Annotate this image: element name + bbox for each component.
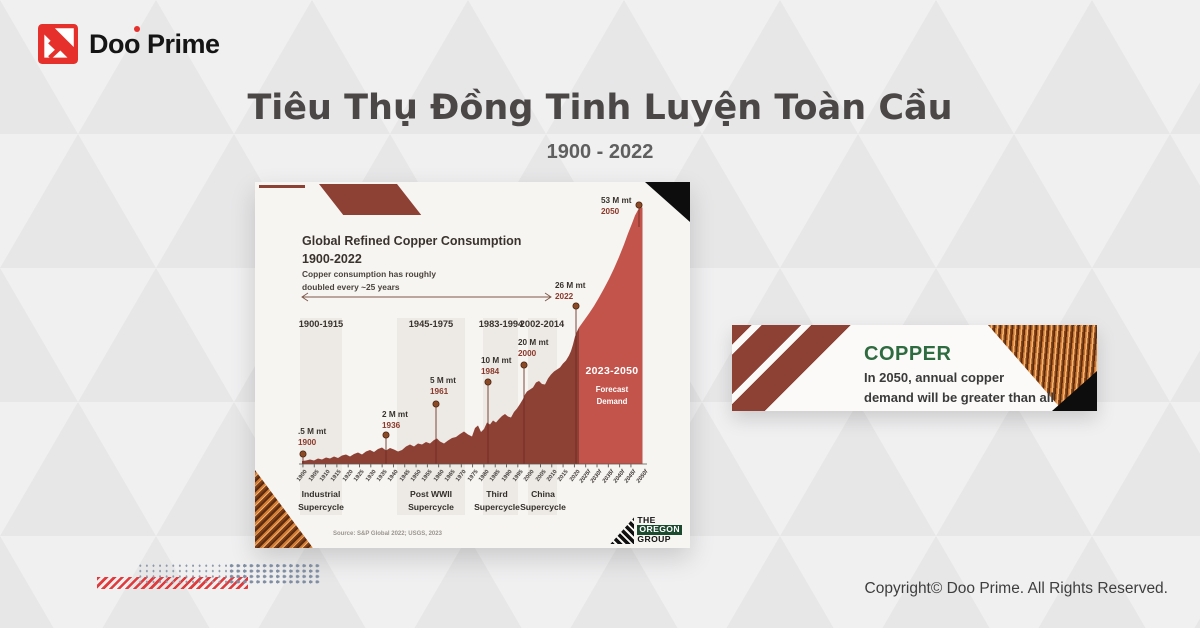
maroon-strip-decoration (259, 185, 305, 188)
chart-note-line1: Copper consumption has roughly (302, 269, 437, 279)
annotation-value: 5 M mt (430, 376, 456, 385)
copper-area-plot (299, 201, 647, 515)
annotation-value: 20 M mt (518, 338, 549, 347)
period-label: 1900-1915 (298, 319, 344, 329)
chart-title-line1: Global Refined Copper Consumption (302, 234, 522, 248)
doo-prime-logo: Doo Prime (38, 24, 220, 64)
data-annotation: 53 M mt 2050 (601, 196, 631, 217)
doubling-arrow (301, 292, 552, 302)
annotation-value: 53 M mt (601, 196, 632, 205)
historical-area (302, 327, 579, 464)
supercycle-label: Post WWII Supercycle (408, 489, 454, 512)
dot-grid-decoration (137, 563, 320, 585)
copyright-text: Copyright© Doo Prime. All Rights Reserve… (864, 580, 1168, 597)
copper-banner: COPPER In 2050, annual copper demand wil… (732, 325, 1097, 411)
forecast-area (579, 207, 643, 464)
oregon-group-wordmark: THE OREGON GROUP (637, 515, 682, 544)
period-label: 1983-1994 (478, 319, 524, 329)
forecast-label: 2023-2050 Forecast Demand (577, 365, 647, 408)
forecast-range: 2023-2050 (585, 365, 639, 377)
data-annotation: .5 M mt 1900 (298, 427, 326, 448)
oregon-group-logo-icon (610, 517, 635, 544)
annotation-year: 2022 (555, 291, 574, 301)
chart-note: Copper consumption has roughly doubled e… (302, 268, 436, 294)
supercycle-label: Industrial Supercycle (298, 489, 344, 512)
data-annotation: 20 M mt 2000 (518, 338, 548, 359)
annotation-year: 2050 (601, 206, 620, 216)
annotation-year: 2000 (518, 348, 537, 358)
supercycle-label: Third Supercycle (474, 489, 520, 512)
banner-line1: In 2050, annual copper (864, 370, 1005, 385)
chart-source: Source: S&P Global 2022; USGS, 2023 (333, 531, 442, 537)
annotation-value: .5 M mt (298, 427, 327, 436)
page-subtitle: 1900 - 2022 (546, 141, 654, 163)
page-title: Tiêu Thụ Đồng Tinh Luyện Toàn Cầu (247, 88, 953, 128)
maroon-stripes-decoration (732, 325, 942, 411)
oregon-group-logo: THE OREGON GROUP (610, 515, 682, 544)
chart-title: Global Refined Copper Consumption 1900-2… (302, 232, 521, 268)
forecast-demand-text: Forecast Demand (577, 384, 647, 408)
chart-note-line2: doubled every ~25 years (302, 282, 400, 293)
copper-consumption-chart: Global Refined Copper Consumption 1900-2… (255, 182, 690, 548)
annotation-dots (299, 201, 643, 458)
brand-name: Doo Prime (89, 28, 220, 59)
chart-title-line2: 1900-2022 (302, 252, 362, 267)
annotation-value: 10 M mt (481, 356, 512, 365)
annotation-year: 1984 (481, 366, 500, 376)
brand-i-dot (134, 26, 140, 32)
data-annotation: 26 M mt 2022 (555, 281, 585, 302)
annotation-pins (302, 206, 640, 464)
annotation-year: 1936 (382, 420, 401, 430)
annotation-year: 1900 (298, 437, 317, 447)
period-label: 1945-1975 (408, 319, 454, 329)
data-annotation: 10 M mt 1984 (481, 356, 511, 377)
doo-prime-logo-icon (38, 24, 78, 64)
supercycle-label: China Supercycle (520, 489, 566, 512)
data-annotation: 5 M mt 1961 (430, 376, 456, 397)
banner-heading: COPPER (864, 343, 952, 365)
annotation-value: 2 M mt (382, 410, 408, 419)
forecast-line2: Demand (596, 397, 628, 407)
annotation-value: 26 M mt (555, 281, 586, 290)
x-axis-labels: 1900 1905 1910 1915 1920 1925 1930 1935 1940 1945… (296, 469, 650, 485)
period-label: 2002-2014 (519, 319, 565, 329)
forecast-line1: Forecast (595, 385, 629, 394)
banner-line3: copper consumed from 1900 - 2022 (864, 407, 1081, 411)
data-annotation: 2 M mt 1936 (382, 410, 408, 431)
banner-body: In 2050, annual copper demand will be gr… (864, 368, 1081, 411)
banner-line2: demand will be greater than all (864, 389, 1054, 405)
annotation-year: 1961 (430, 386, 449, 396)
